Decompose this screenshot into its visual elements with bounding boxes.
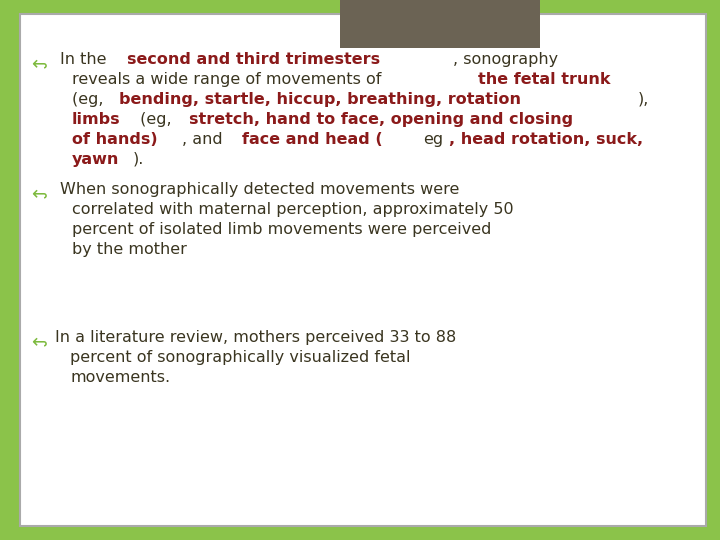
Text: (eg,: (eg, (135, 112, 176, 127)
Text: limbs: limbs (72, 112, 121, 127)
Text: the fetal trunk: the fetal trunk (478, 72, 611, 87)
Bar (340, 0, 540, 48)
Text: , and: , and (182, 132, 228, 147)
Text: movements.: movements. (70, 370, 170, 385)
Text: ),: ), (638, 92, 649, 107)
Text: correlated with maternal perception, approximately 50: correlated with maternal perception, app… (72, 202, 513, 217)
Text: percent of isolated limb movements were perceived: percent of isolated limb movements were … (72, 222, 491, 237)
Text: ↪: ↪ (30, 330, 46, 349)
Text: reveals a wide range of movements of: reveals a wide range of movements of (72, 72, 387, 87)
Text: , head rotation, suck,: , head rotation, suck, (449, 132, 643, 147)
Text: second and third trimesters: second and third trimesters (127, 52, 379, 67)
Text: In the: In the (60, 52, 112, 67)
Text: When sonographically detected movements were: When sonographically detected movements … (60, 182, 459, 197)
Text: face and head (: face and head ( (241, 132, 382, 147)
Text: stretch, hand to face, opening and closing: stretch, hand to face, opening and closi… (189, 112, 572, 127)
Text: ↪: ↪ (30, 52, 46, 71)
Text: yawn: yawn (72, 152, 120, 167)
Text: percent of sonographically visualized fetal: percent of sonographically visualized fe… (70, 350, 410, 365)
Text: In a literature review, mothers perceived 33 to 88: In a literature review, mothers perceive… (55, 330, 456, 345)
Text: eg: eg (423, 132, 443, 147)
Text: bending, startle, hiccup, breathing, rotation: bending, startle, hiccup, breathing, rot… (120, 92, 521, 107)
Text: ).: ). (133, 152, 145, 167)
Text: by the mother: by the mother (72, 242, 187, 257)
Text: ↪: ↪ (30, 182, 46, 201)
Text: of hands): of hands) (72, 132, 158, 147)
Text: , sonography: , sonography (453, 52, 558, 67)
Text: (eg,: (eg, (72, 92, 109, 107)
